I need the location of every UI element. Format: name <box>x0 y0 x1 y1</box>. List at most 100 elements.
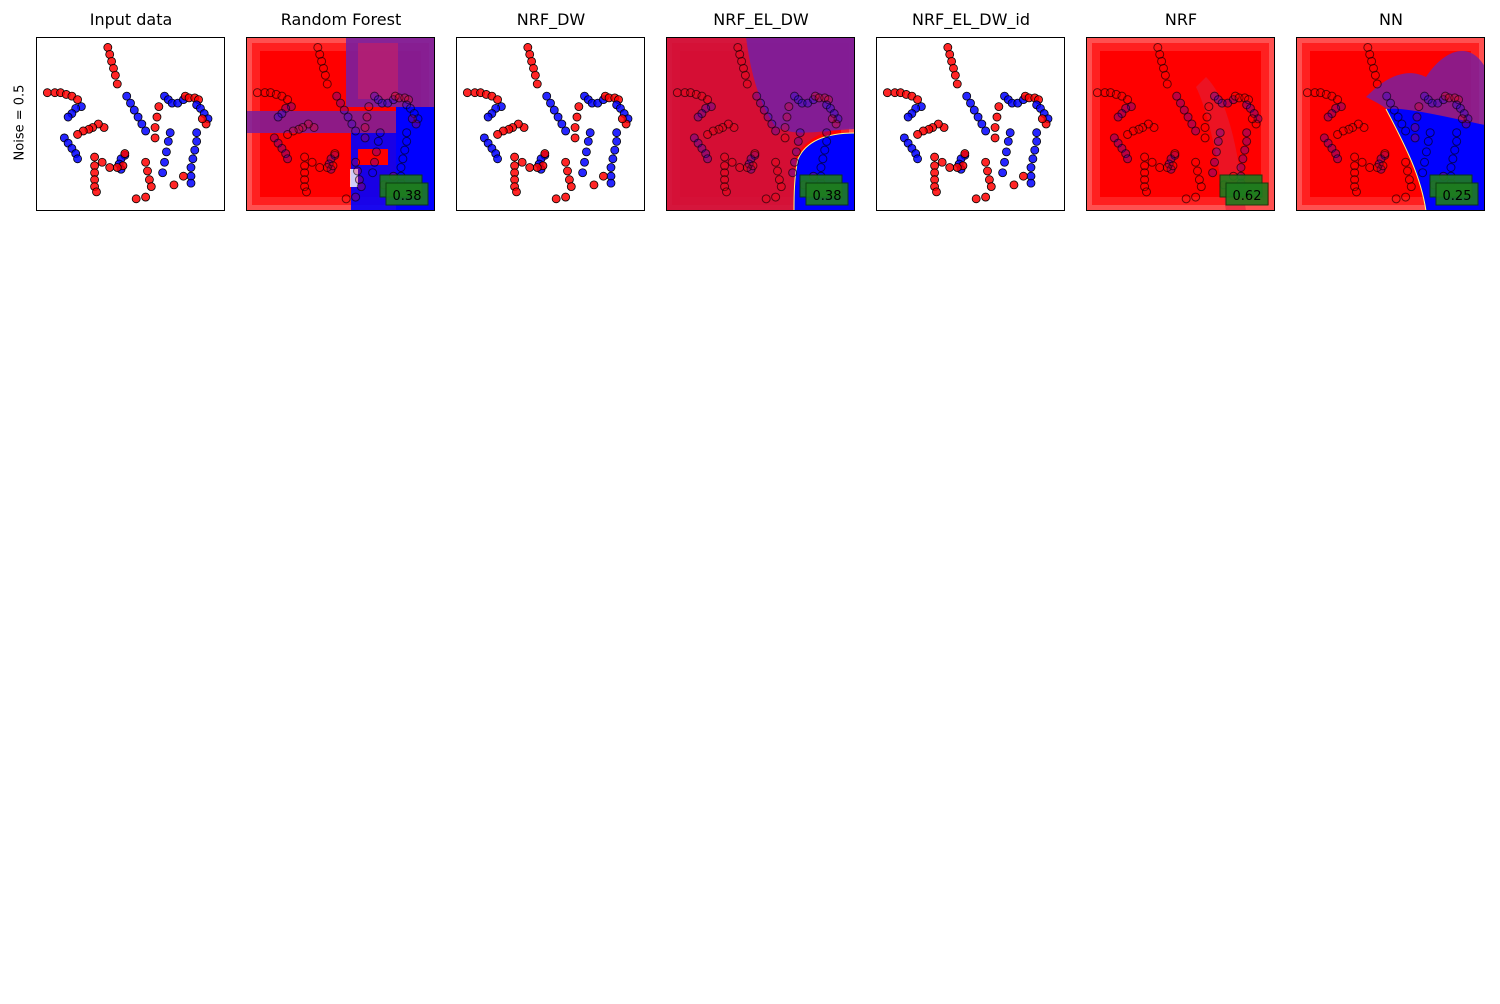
data-point <box>137 119 147 129</box>
data-point <box>981 192 991 202</box>
data-point <box>92 187 101 197</box>
data-point <box>1397 119 1407 129</box>
subplot: 0.25 <box>1296 37 1485 211</box>
data-point <box>146 182 156 192</box>
data-point <box>763 112 773 122</box>
data-point <box>793 136 803 146</box>
data-point <box>351 126 361 136</box>
data-point <box>578 168 588 178</box>
data-point <box>1162 163 1172 172</box>
data-point <box>981 126 991 136</box>
data-point <box>827 114 837 124</box>
data-point <box>341 194 351 204</box>
data-point <box>347 119 357 129</box>
data-point <box>1019 171 1028 181</box>
data-point <box>375 128 385 138</box>
data-point <box>400 145 410 155</box>
data-point <box>1155 163 1165 172</box>
data-point <box>582 147 591 157</box>
data-point <box>782 112 792 122</box>
data-point <box>608 154 618 164</box>
data-point <box>1032 137 1042 146</box>
data-point <box>720 152 730 162</box>
data-point <box>320 70 330 80</box>
data-point <box>73 154 82 164</box>
data-point <box>188 154 198 164</box>
data-point <box>1380 149 1390 159</box>
data-point <box>1410 122 1420 132</box>
data-point <box>281 149 291 159</box>
decision-region <box>666 37 855 211</box>
data-point <box>300 175 310 185</box>
data-point <box>300 182 310 192</box>
data-point <box>759 105 769 115</box>
data-point <box>599 171 608 181</box>
data-point <box>1200 133 1210 143</box>
data-point <box>1147 157 1157 167</box>
data-point <box>610 145 620 155</box>
data-point <box>300 168 310 178</box>
data-point <box>1210 157 1220 167</box>
data-point <box>784 102 794 112</box>
data-point <box>1238 154 1248 164</box>
data-point <box>169 180 179 190</box>
data-point <box>1123 95 1133 105</box>
data-point <box>1357 157 1367 167</box>
subplot-title: NRF <box>1164 10 1198 29</box>
data-point <box>398 154 408 164</box>
data-point <box>720 168 730 178</box>
data-point <box>1452 136 1462 146</box>
data-point <box>122 91 132 101</box>
data-point <box>1155 49 1165 59</box>
data-point <box>150 133 160 143</box>
data-point <box>1350 168 1360 178</box>
data-point <box>1370 70 1380 80</box>
data-point <box>1454 95 1464 105</box>
data-point <box>307 157 317 167</box>
data-point <box>816 163 826 172</box>
data-point <box>368 168 378 178</box>
data-point <box>1153 42 1163 52</box>
data-point <box>283 154 293 164</box>
data-point <box>572 112 582 122</box>
data-point <box>1410 133 1420 143</box>
data-point <box>750 149 760 159</box>
data-point <box>930 152 939 162</box>
data-point <box>160 157 169 167</box>
data-point <box>126 98 135 108</box>
data-point <box>570 123 580 132</box>
data-point <box>112 79 122 89</box>
data-point <box>1367 56 1377 66</box>
data-point <box>1323 112 1333 122</box>
subplot: 0.38 <box>666 37 855 211</box>
data-point <box>1420 157 1430 167</box>
score-badge: 0.25 <box>1429 174 1479 206</box>
data-point <box>532 79 542 89</box>
data-point <box>791 147 801 157</box>
data-point <box>1406 182 1416 192</box>
data-point <box>1158 63 1168 73</box>
data-point <box>561 126 571 136</box>
data-point <box>1003 137 1013 146</box>
data-point <box>1350 175 1360 185</box>
data-point <box>570 133 580 143</box>
data-point <box>1141 187 1151 197</box>
data-point <box>1418 168 1428 178</box>
data-point <box>742 79 752 89</box>
data-point <box>540 149 550 158</box>
data-point <box>973 112 983 122</box>
data-point <box>780 133 790 143</box>
data-point <box>672 88 682 98</box>
data-point <box>179 171 188 181</box>
data-point <box>1350 182 1360 192</box>
data-point <box>273 112 283 122</box>
data-point <box>353 166 363 176</box>
data-point <box>1157 56 1167 66</box>
subplot <box>36 37 225 211</box>
data-point <box>612 137 622 146</box>
data-point <box>300 161 310 171</box>
data-point <box>1404 175 1414 185</box>
data-point <box>1026 178 1036 188</box>
data-point <box>585 128 595 138</box>
data-point <box>1179 105 1189 115</box>
